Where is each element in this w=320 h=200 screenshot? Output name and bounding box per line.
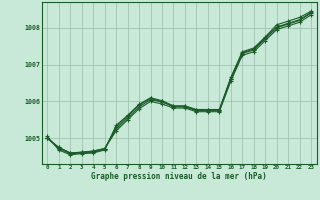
X-axis label: Graphe pression niveau de la mer (hPa): Graphe pression niveau de la mer (hPa) bbox=[91, 172, 267, 181]
